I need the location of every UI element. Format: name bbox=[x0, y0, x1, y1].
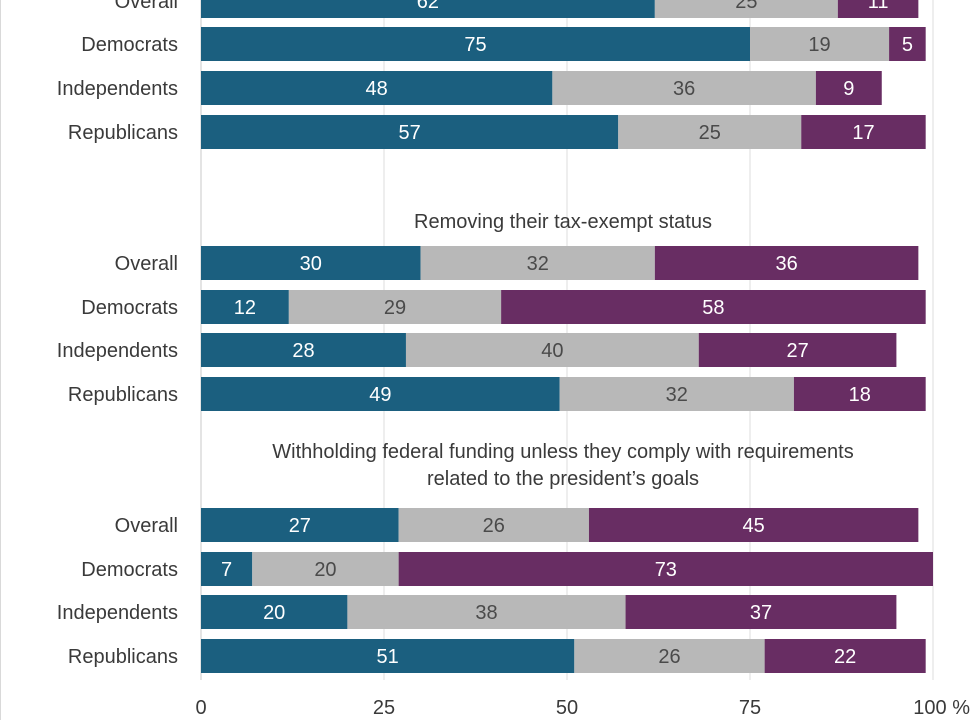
bar-neutral-0-democrats bbox=[750, 27, 890, 61]
data-label-oppose-1-independents: 27 bbox=[786, 340, 808, 362]
category-label-republicans: Republicans bbox=[68, 122, 178, 144]
bar-oppose-1-democrats bbox=[501, 290, 926, 324]
data-label-oppose-2-republicans: 22 bbox=[834, 646, 856, 668]
bar-oppose-2-independents bbox=[625, 595, 897, 629]
bar-support-0-democrats bbox=[201, 27, 750, 61]
bar-neutral-1-independents bbox=[405, 333, 699, 367]
bar-neutral-1-overall bbox=[420, 246, 655, 280]
data-label-support-2-independents: 20 bbox=[263, 602, 285, 624]
data-label-oppose-1-overall: 36 bbox=[775, 253, 797, 275]
bar-oppose-1-republicans bbox=[793, 377, 926, 411]
x-tick-label-50: 50 bbox=[556, 697, 578, 719]
data-label-neutral-1-independents: 40 bbox=[541, 340, 563, 362]
bar-oppose-2-overall bbox=[588, 508, 919, 542]
bar-support-2-overall bbox=[201, 508, 399, 542]
data-label-neutral-1-democrats: 29 bbox=[384, 297, 406, 319]
bar-neutral-1-republicans bbox=[559, 377, 794, 411]
category-label-democrats: Democrats bbox=[81, 559, 178, 581]
bar-neutral-2-democrats bbox=[252, 552, 399, 586]
data-label-neutral-0-independents: 36 bbox=[673, 78, 695, 100]
bar-oppose-2-democrats bbox=[398, 552, 933, 586]
category-label-democrats: Democrats bbox=[81, 297, 178, 319]
category-label-republicans: Republicans bbox=[68, 384, 178, 406]
data-label-neutral-2-overall: 26 bbox=[483, 515, 505, 537]
category-label-overall: Overall bbox=[115, 253, 178, 275]
bar-neutral-0-republicans bbox=[618, 115, 802, 149]
data-label-oppose-1-democrats: 58 bbox=[702, 297, 724, 319]
data-label-neutral-0-democrats: 19 bbox=[808, 34, 830, 56]
bar-neutral-1-democrats bbox=[288, 290, 502, 324]
bar-oppose-2-republicans bbox=[764, 639, 926, 673]
bar-support-0-republicans bbox=[201, 115, 619, 149]
data-label-support-1-republicans: 49 bbox=[369, 384, 391, 406]
bar-oppose-1-independents bbox=[698, 333, 897, 367]
group-title-1: Removing their tax-exempt status bbox=[414, 211, 712, 233]
bar-oppose-0-republicans bbox=[801, 115, 926, 149]
category-label-independents: Independents bbox=[57, 602, 178, 624]
data-label-support-1-democrats: 12 bbox=[234, 297, 256, 319]
bar-neutral-0-overall bbox=[654, 0, 838, 18]
bar-support-2-democrats bbox=[201, 552, 253, 586]
data-label-neutral-1-overall: 32 bbox=[527, 253, 549, 275]
bar-support-2-independents bbox=[201, 595, 348, 629]
data-label-support-0-overall: 62 bbox=[417, 0, 439, 13]
bar-support-0-overall bbox=[201, 0, 655, 18]
left-border bbox=[0, 0, 1, 720]
data-label-support-2-democrats: 7 bbox=[221, 559, 232, 581]
category-label-independents: Independents bbox=[57, 340, 178, 362]
bar-oppose-1-overall bbox=[654, 246, 919, 280]
data-label-support-1-overall: 30 bbox=[300, 253, 322, 275]
data-label-neutral-1-republicans: 32 bbox=[666, 384, 688, 406]
bar-neutral-2-independents bbox=[347, 595, 626, 629]
bar-neutral-2-overall bbox=[398, 508, 589, 542]
bar-support-1-overall bbox=[201, 246, 421, 280]
category-label-overall: Overall bbox=[115, 0, 178, 13]
data-label-support-1-independents: 28 bbox=[292, 340, 314, 362]
data-label-support-2-republicans: 51 bbox=[377, 646, 399, 668]
data-label-oppose-0-overall: 11 bbox=[868, 0, 889, 13]
data-label-oppose-2-overall: 45 bbox=[743, 515, 765, 537]
group-title-2-line-0: Withholding federal funding unless they … bbox=[272, 441, 853, 463]
x-tick-label-75: 75 bbox=[739, 697, 761, 719]
x-tick-label-0: 0 bbox=[195, 697, 206, 719]
data-label-support-0-independents: 48 bbox=[366, 78, 388, 100]
x-tick-label-25: 25 bbox=[373, 697, 395, 719]
category-label-overall: Overall bbox=[115, 515, 178, 537]
data-label-oppose-1-republicans: 18 bbox=[849, 384, 871, 406]
bar-oppose-0-overall bbox=[837, 0, 919, 18]
data-label-support-2-overall: 27 bbox=[289, 515, 311, 537]
data-label-neutral-0-republicans: 25 bbox=[699, 122, 721, 144]
data-label-support-0-democrats: 75 bbox=[464, 34, 486, 56]
bar-oppose-0-independents bbox=[815, 71, 882, 105]
data-label-oppose-0-democrats: 5 bbox=[902, 34, 913, 56]
data-label-neutral-2-democrats: 20 bbox=[314, 559, 336, 581]
data-label-neutral-2-republicans: 26 bbox=[658, 646, 680, 668]
bar-support-0-independents bbox=[201, 71, 553, 105]
bar-oppose-0-democrats bbox=[889, 27, 926, 61]
bar-support-2-republicans bbox=[201, 639, 575, 673]
category-label-democrats: Democrats bbox=[81, 34, 178, 56]
group-title-2-line-1: related to the president’s goals bbox=[427, 468, 699, 490]
bar-neutral-2-republicans bbox=[574, 639, 765, 673]
data-label-oppose-2-democrats: 73 bbox=[655, 559, 677, 581]
x-tick-label-100: 100 % bbox=[913, 697, 970, 719]
data-label-oppose-0-independents: 9 bbox=[843, 78, 854, 100]
bar-support-1-democrats bbox=[201, 290, 289, 324]
bar-neutral-0-independents bbox=[552, 71, 816, 105]
data-label-oppose-0-republicans: 17 bbox=[852, 122, 874, 144]
data-label-oppose-2-independents: 37 bbox=[750, 602, 772, 624]
data-label-neutral-0-overall: 25 bbox=[735, 0, 757, 13]
data-label-neutral-2-independents: 38 bbox=[475, 602, 497, 624]
bar-support-1-republicans bbox=[201, 377, 560, 411]
category-label-independents: Independents bbox=[57, 78, 178, 100]
data-label-support-0-republicans: 57 bbox=[398, 122, 420, 144]
category-label-republicans: Republicans bbox=[68, 646, 178, 668]
bar-support-1-independents bbox=[201, 333, 406, 367]
